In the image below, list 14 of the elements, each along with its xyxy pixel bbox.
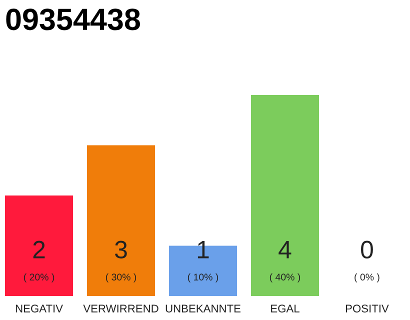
data-label: 3 ( 30% ) [106,240,136,282]
data-label: 2 ( 20% ) [24,240,54,282]
x-tick-label: NEGATIV [16,304,63,312]
chart-title: 09354438 [6,8,140,30]
x-tick-label: VERWIRREND [83,304,158,312]
data-label: 4 ( 40% ) [270,241,300,282]
bar [5,196,74,296]
x-tick-label: EGAL [271,304,300,312]
bar [86,145,156,296]
data-label: 0 ( 0% ) [354,240,380,282]
x-tick-label: POSITIV [346,304,389,312]
bar [250,95,320,296]
x-tick-label: UNBEKANNTE [166,304,240,312]
data-label: 1 ( 10% ) [188,241,218,282]
